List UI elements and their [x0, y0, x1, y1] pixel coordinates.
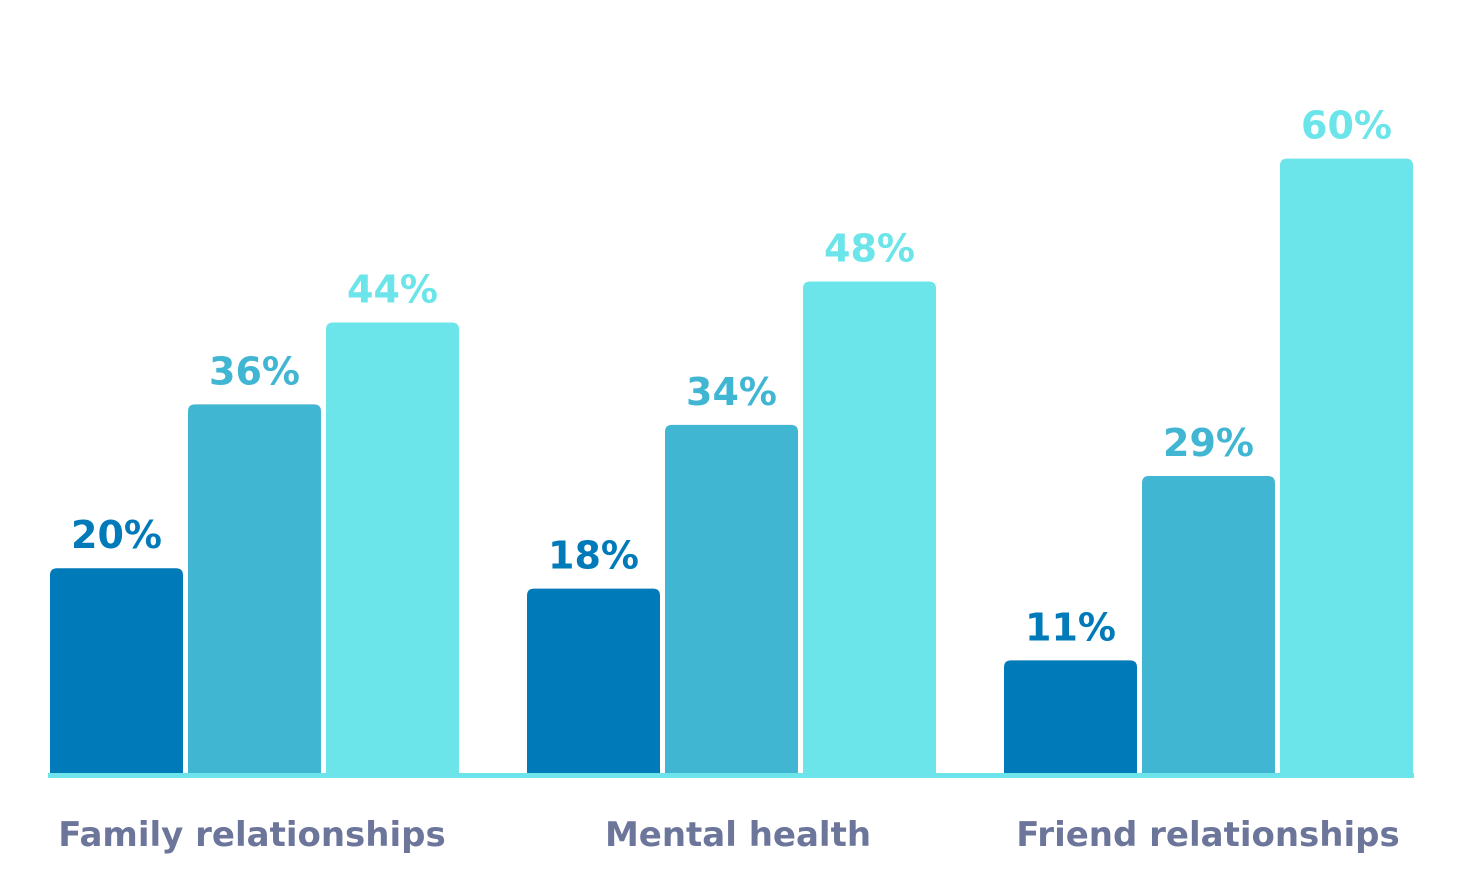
- value-label-3-series-1: 11%: [1025, 605, 1116, 649]
- x-axis-baseline: [48, 773, 1414, 778]
- category-label-2: Mental health: [605, 815, 871, 855]
- bar-2-series-3: [803, 281, 936, 773]
- category-labels-layer: Family relationships Mental health Friend …: [58, 815, 1399, 855]
- bar-1-series-2: [188, 404, 321, 773]
- bar-2-series-2: [665, 424, 798, 773]
- bar-3-series-3: [1280, 158, 1413, 774]
- bar-1-series-3: [326, 322, 459, 773]
- value-label-2-series-1: 18%: [548, 534, 639, 578]
- value-labels-layer: 20% 36% 44% 18% 34% 48% 11% 29% 60%: [71, 104, 1392, 650]
- value-label-3-series-2: 29%: [1163, 421, 1254, 465]
- value-label-2-series-3: 48%: [824, 226, 915, 270]
- value-label-1-series-3: 44%: [347, 267, 438, 311]
- value-label-1-series-2: 36%: [209, 349, 300, 393]
- value-label-2-series-2: 34%: [686, 370, 777, 414]
- bars-layer: [50, 158, 1413, 774]
- bar-1-series-1: [50, 568, 183, 773]
- category-label-1: Family relationships: [58, 815, 445, 855]
- category-label-3: Friend relationships: [1016, 815, 1399, 855]
- value-label-3-series-3: 60%: [1301, 104, 1392, 148]
- bar-2-series-1: [527, 588, 660, 773]
- bar-3-series-1: [1004, 660, 1137, 773]
- bar-3-series-2: [1142, 476, 1275, 773]
- value-label-1-series-1: 20%: [71, 513, 162, 557]
